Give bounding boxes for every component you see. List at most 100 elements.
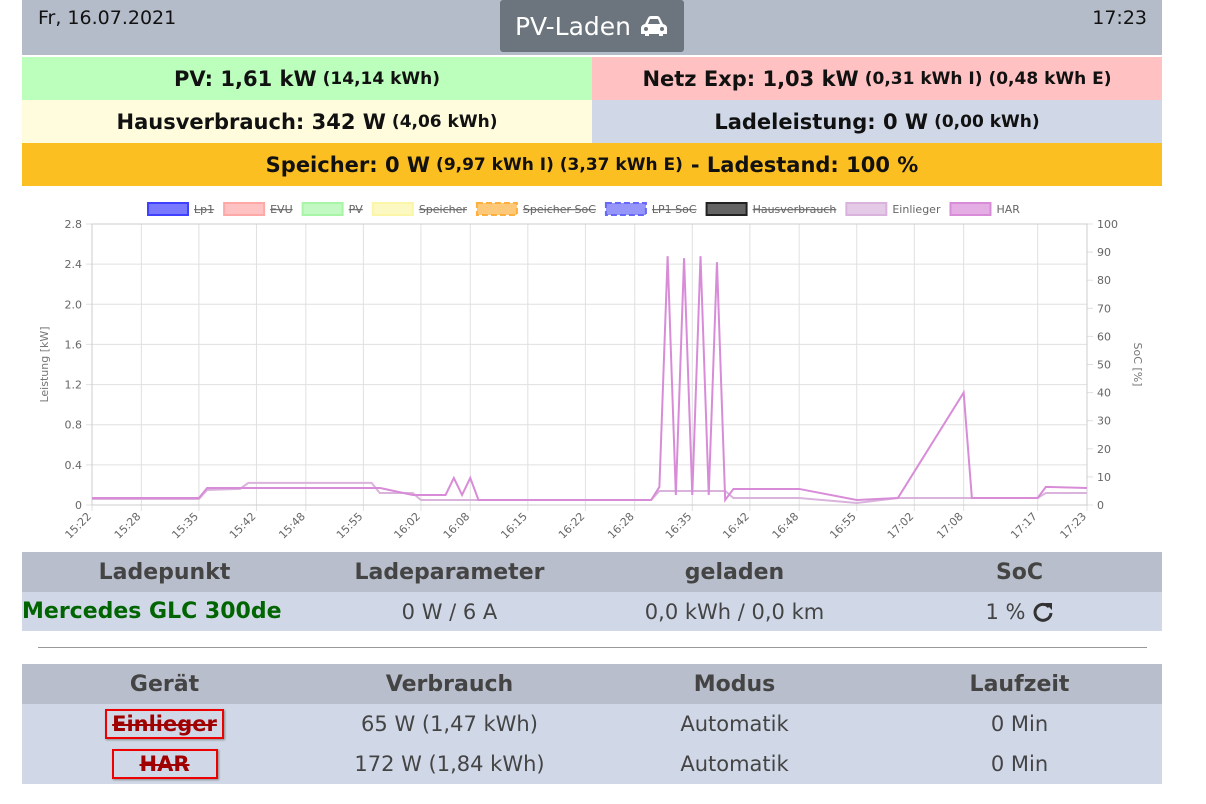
x-tick-label: 16:35 <box>663 510 695 542</box>
legend-label[interactable]: Lp1 <box>194 203 214 216</box>
device-name[interactable]: Einlieger <box>105 709 224 739</box>
device-row: HAR 172 W (1,84 kWh) Automatik 0 Min <box>22 744 1162 784</box>
legend-swatch <box>949 202 992 216</box>
device-name[interactable]: HAR <box>111 749 218 779</box>
y2-tick-label: 60 <box>1097 330 1111 343</box>
soc-cell: 1 % <box>877 600 1162 624</box>
y2-tick-label: 100 <box>1097 218 1118 231</box>
y-axis-title: Leistung [kW] <box>38 326 51 402</box>
x-tick-label: 15:48 <box>276 510 308 542</box>
charging-detail: (0,00 kWh) <box>934 111 1040 132</box>
device-mode: Automatik <box>680 712 789 736</box>
x-tick-label: 16:28 <box>605 510 637 542</box>
storage-detail: (9,97 kWh I) (3,37 kWh E) <box>436 154 683 175</box>
house-label: Hausverbrauch: 342 W <box>116 109 386 134</box>
legend-label[interactable]: Einlieger <box>892 203 941 216</box>
charging-status: Ladeleistung: 0 W (0,00 kWh) <box>592 100 1162 143</box>
chart: 0 0.4 0.8 1.2 1.6 2.0 2.4 2.8 0 10 20 30 40 50 60 70 80 9… <box>38 202 1144 542</box>
grid-label: Netz Exp: 1,03 kW <box>642 66 859 91</box>
pv-label: PV: 1,61 kW <box>173 66 317 91</box>
storage-soc: - Ladestand: 100 % <box>690 152 919 177</box>
y2-tick-label: 90 <box>1097 246 1111 259</box>
mode-label: PV-Laden <box>514 11 632 41</box>
column-header: Verbrauch <box>385 671 514 697</box>
legend-swatch <box>371 202 414 216</box>
x-tick-label: 17:02 <box>885 510 917 542</box>
charging-label: Ladeleistung: 0 W <box>714 109 929 134</box>
device-header: Gerät Verbrauch Modus Laufzeit <box>22 664 1162 704</box>
y2-tick-label: 50 <box>1097 359 1111 372</box>
separator <box>38 647 1147 648</box>
column-header: Ladeparameter <box>354 559 545 585</box>
device-runtime: 0 Min <box>990 752 1049 776</box>
legend-label[interactable]: PV <box>349 203 364 216</box>
refresh-icon[interactable] <box>1032 601 1054 623</box>
column-header: geladen <box>684 559 785 585</box>
y-tick-label: 2.8 <box>65 218 83 231</box>
date: Fr, 16.07.2021 <box>38 7 177 29</box>
legend-swatch <box>475 202 518 216</box>
x-tick-label: 15:22 <box>63 510 95 542</box>
y-tick-label: 2.0 <box>65 298 83 311</box>
legend-label[interactable]: HAR <box>996 203 1020 216</box>
legend-label[interactable]: Speicher <box>419 203 468 216</box>
column-header: Ladepunkt <box>98 559 231 585</box>
x-tick-label: 16:55 <box>827 510 859 542</box>
device-row: Einlieger 65 W (1,47 kWh) Automatik 0 Mi… <box>22 704 1162 744</box>
x-tick-label: 16:08 <box>441 510 473 542</box>
y-tick-label: 0.8 <box>65 419 83 432</box>
chargepoint-row: Mercedes GLC 300de 0 W / 6 A 0,0 kWh / 0… <box>22 592 1162 631</box>
x-tick-label: 16:15 <box>498 510 530 542</box>
x-tick-label: 15:55 <box>334 510 366 542</box>
x-tick-label: 16:48 <box>770 510 802 542</box>
x-tick-label: 16:02 <box>391 510 423 542</box>
column-header: Modus <box>693 671 776 697</box>
house-status: Hausverbrauch: 342 W (4,06 kWh) <box>22 100 592 143</box>
y2-tick-label: 70 <box>1097 302 1111 315</box>
legend-label[interactable]: LP1 SoC <box>652 203 697 216</box>
pv-status: PV: 1,61 kW (14,14 kWh) <box>22 57 592 100</box>
charged: 0,0 kWh / 0,0 km <box>644 599 825 624</box>
y-tick-label: 0.4 <box>65 459 83 472</box>
legend-label[interactable]: EVU <box>270 203 293 216</box>
storage-label: Speicher: 0 W <box>265 152 431 177</box>
mode-button[interactable]: PV-Laden <box>500 0 684 52</box>
legend-label[interactable]: Hausverbrauch <box>753 203 837 216</box>
x-tick-label: 17:23 <box>1058 510 1090 542</box>
chargepoint-name: Mercedes GLC 300de <box>22 599 282 624</box>
chargepoint-header: Ladepunkt Ladeparameter geladen SoC <box>22 552 1162 592</box>
legend-swatch <box>147 202 189 216</box>
y2-tick-label: 0 <box>1097 499 1104 512</box>
series-line <box>92 256 1088 503</box>
y2-axis-title: SoC [%] <box>1131 343 1144 387</box>
legend-swatch <box>604 202 647 216</box>
grid-status: Netz Exp: 1,03 kW (0,31 kWh I) (0,48 kWh … <box>592 57 1162 100</box>
column-header: Laufzeit <box>969 671 1070 697</box>
x-tick-label: 15:42 <box>227 510 259 542</box>
device-consumption: 172 W (1,84 kWh) <box>354 752 545 776</box>
house-detail: (4,06 kWh) <box>391 111 498 132</box>
y-tick-label: 0 <box>75 499 82 512</box>
column-header: SoC <box>995 559 1044 585</box>
y-tick-label: 1.6 <box>65 338 83 351</box>
y2-tick-label: 30 <box>1097 415 1111 428</box>
time: 17:23 <box>1092 7 1147 29</box>
plot-frame <box>91 223 1088 506</box>
grid-detail: (0,31 kWh I) (0,48 kWh E) <box>864 68 1112 89</box>
y-tick-label: 1.2 <box>65 379 83 392</box>
x-tick-label: 16:22 <box>556 510 588 542</box>
device-body <box>22 704 1162 784</box>
y2-tick-label: 20 <box>1097 443 1111 456</box>
car-icon <box>641 16 668 36</box>
legend-label[interactable]: Speicher SoC <box>523 203 596 216</box>
y2-tick-label: 10 <box>1097 471 1111 484</box>
charge-parameter: 0 W / 6 A <box>401 599 498 624</box>
device-consumption: 65 W (1,47 kWh) <box>361 712 538 736</box>
y-tick-label: 2.4 <box>65 258 83 271</box>
pv-detail: (14,14 kWh) <box>322 68 441 89</box>
y2-tick-label: 80 <box>1097 274 1111 287</box>
x-tick-label: 16:42 <box>720 510 752 542</box>
x-tick-label: 17:17 <box>1008 510 1040 542</box>
column-header: Gerät <box>129 671 200 697</box>
